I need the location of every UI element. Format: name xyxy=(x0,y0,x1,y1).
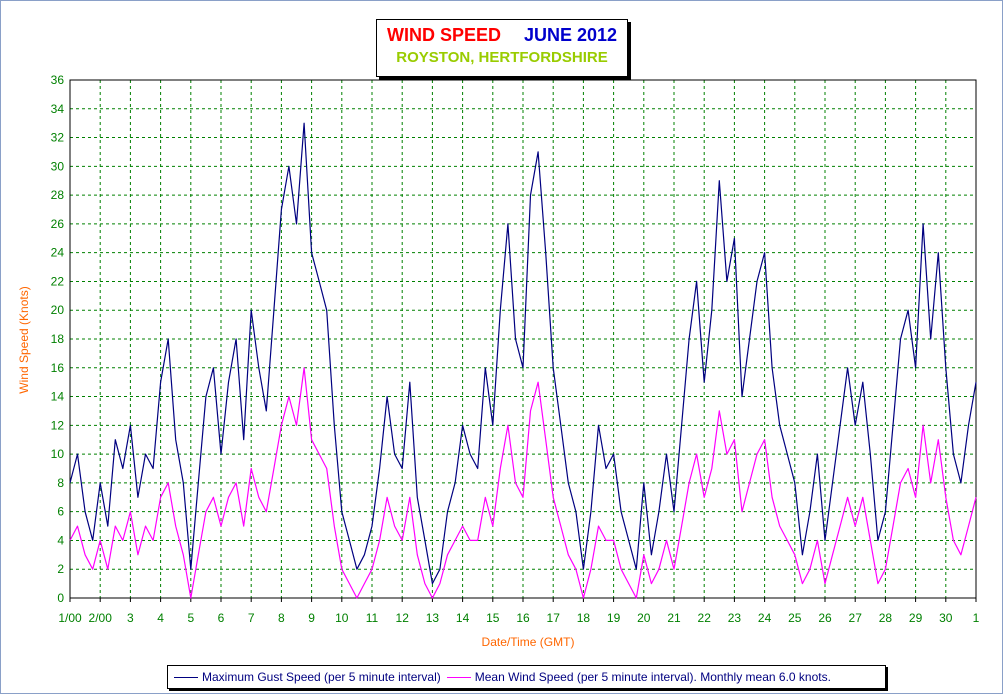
y-tick-label: 12 xyxy=(51,418,65,432)
y-tick-label: 28 xyxy=(51,188,65,202)
x-tick-label: 16 xyxy=(516,611,530,625)
y-tick-label: 10 xyxy=(51,447,65,461)
x-tick-label: 11 xyxy=(366,611,379,625)
x-tick-label: 2/00 xyxy=(89,611,113,625)
title-line: WIND SPEED JUNE 2012 xyxy=(377,25,627,46)
mean-series-line xyxy=(69,367,977,599)
legend-label-gust: Maximum Gust Speed (per 5 minute interva… xyxy=(202,670,441,684)
series-layer xyxy=(69,122,977,599)
x-tick-label: 19 xyxy=(607,611,621,625)
y-tick-label: 0 xyxy=(57,591,64,605)
x-tick-label: 27 xyxy=(849,611,863,625)
x-tick-label: 8 xyxy=(278,611,285,625)
x-tick-label: 20 xyxy=(637,611,651,625)
chart-period: JUNE 2012 xyxy=(523,25,618,45)
x-tick-label: 14 xyxy=(456,611,470,625)
y-tick-label: 26 xyxy=(51,217,65,231)
legend: Maximum Gust Speed (per 5 minute interva… xyxy=(167,665,886,689)
y-tick-label: 22 xyxy=(51,274,65,288)
x-tick-label: 4 xyxy=(157,611,164,625)
x-tick-label: 18 xyxy=(577,611,591,625)
x-tick-label: 30 xyxy=(939,611,953,625)
x-tick-label: 29 xyxy=(909,611,923,625)
y-tick-label: 30 xyxy=(51,159,65,173)
x-tick-label: 15 xyxy=(486,611,500,625)
y-axis-label: Wind Speed (Knots) xyxy=(17,286,31,393)
x-tick-label: 6 xyxy=(218,611,225,625)
x-tick-label: 5 xyxy=(187,611,194,625)
x-tick-label: 17 xyxy=(547,611,561,625)
x-tick-label: 1 xyxy=(973,611,980,625)
x-tick-label: 12 xyxy=(396,611,410,625)
plot-area-border xyxy=(69,79,977,599)
chart-location: ROYSTON, HERTFORDSHIRE xyxy=(396,49,608,66)
x-tick-label: 13 xyxy=(426,611,440,625)
gust-series-line xyxy=(69,122,977,585)
legend-swatch-gust xyxy=(174,676,198,678)
y-tick-label: 8 xyxy=(57,476,64,490)
y-tick-label: 4 xyxy=(57,533,64,547)
title-box: WIND SPEED JUNE 2012 ROYSTON, HERTFORDSH… xyxy=(376,19,628,77)
x-axis-label: Date/Time (GMT) xyxy=(482,635,575,649)
x-tick-label: 10 xyxy=(335,611,349,625)
legend-label-mean: Mean Wind Speed (per 5 minute interval).… xyxy=(474,670,831,684)
y-tick-label: 16 xyxy=(51,361,65,375)
y-tick-label: 2 xyxy=(57,562,64,576)
y-tick-label: 14 xyxy=(51,390,65,404)
y-tick-label: 24 xyxy=(51,246,65,260)
y-tick-label: 34 xyxy=(51,102,65,116)
legend-item-gust: Maximum Gust Speed (per 5 minute interva… xyxy=(168,670,441,684)
x-tick-label: 22 xyxy=(698,611,712,625)
legend-item-mean: Mean Wind Speed (per 5 minute interval).… xyxy=(441,670,831,684)
x-tick-label: 9 xyxy=(308,611,315,625)
y-tick-label: 18 xyxy=(51,332,65,346)
y-tick-label: 20 xyxy=(51,303,65,317)
legend-swatch-mean xyxy=(446,676,471,678)
x-tick-label: 28 xyxy=(879,611,893,625)
y-tick-label: 6 xyxy=(57,505,64,519)
x-tick-label: 26 xyxy=(818,611,832,625)
y-tick-label: 32 xyxy=(51,131,65,145)
x-tick-label: 21 xyxy=(667,611,681,625)
y-tick-label: 36 xyxy=(51,73,65,87)
x-tick-label: 25 xyxy=(788,611,802,625)
grid xyxy=(69,79,977,602)
x-tick-label: 1/00 xyxy=(58,611,82,625)
x-tick-label: 7 xyxy=(248,611,255,625)
x-tick-label: 23 xyxy=(728,611,742,625)
x-tick-label: 3 xyxy=(127,611,134,625)
x-tick-label: 24 xyxy=(758,611,772,625)
chart-title: WIND SPEED xyxy=(386,25,501,45)
